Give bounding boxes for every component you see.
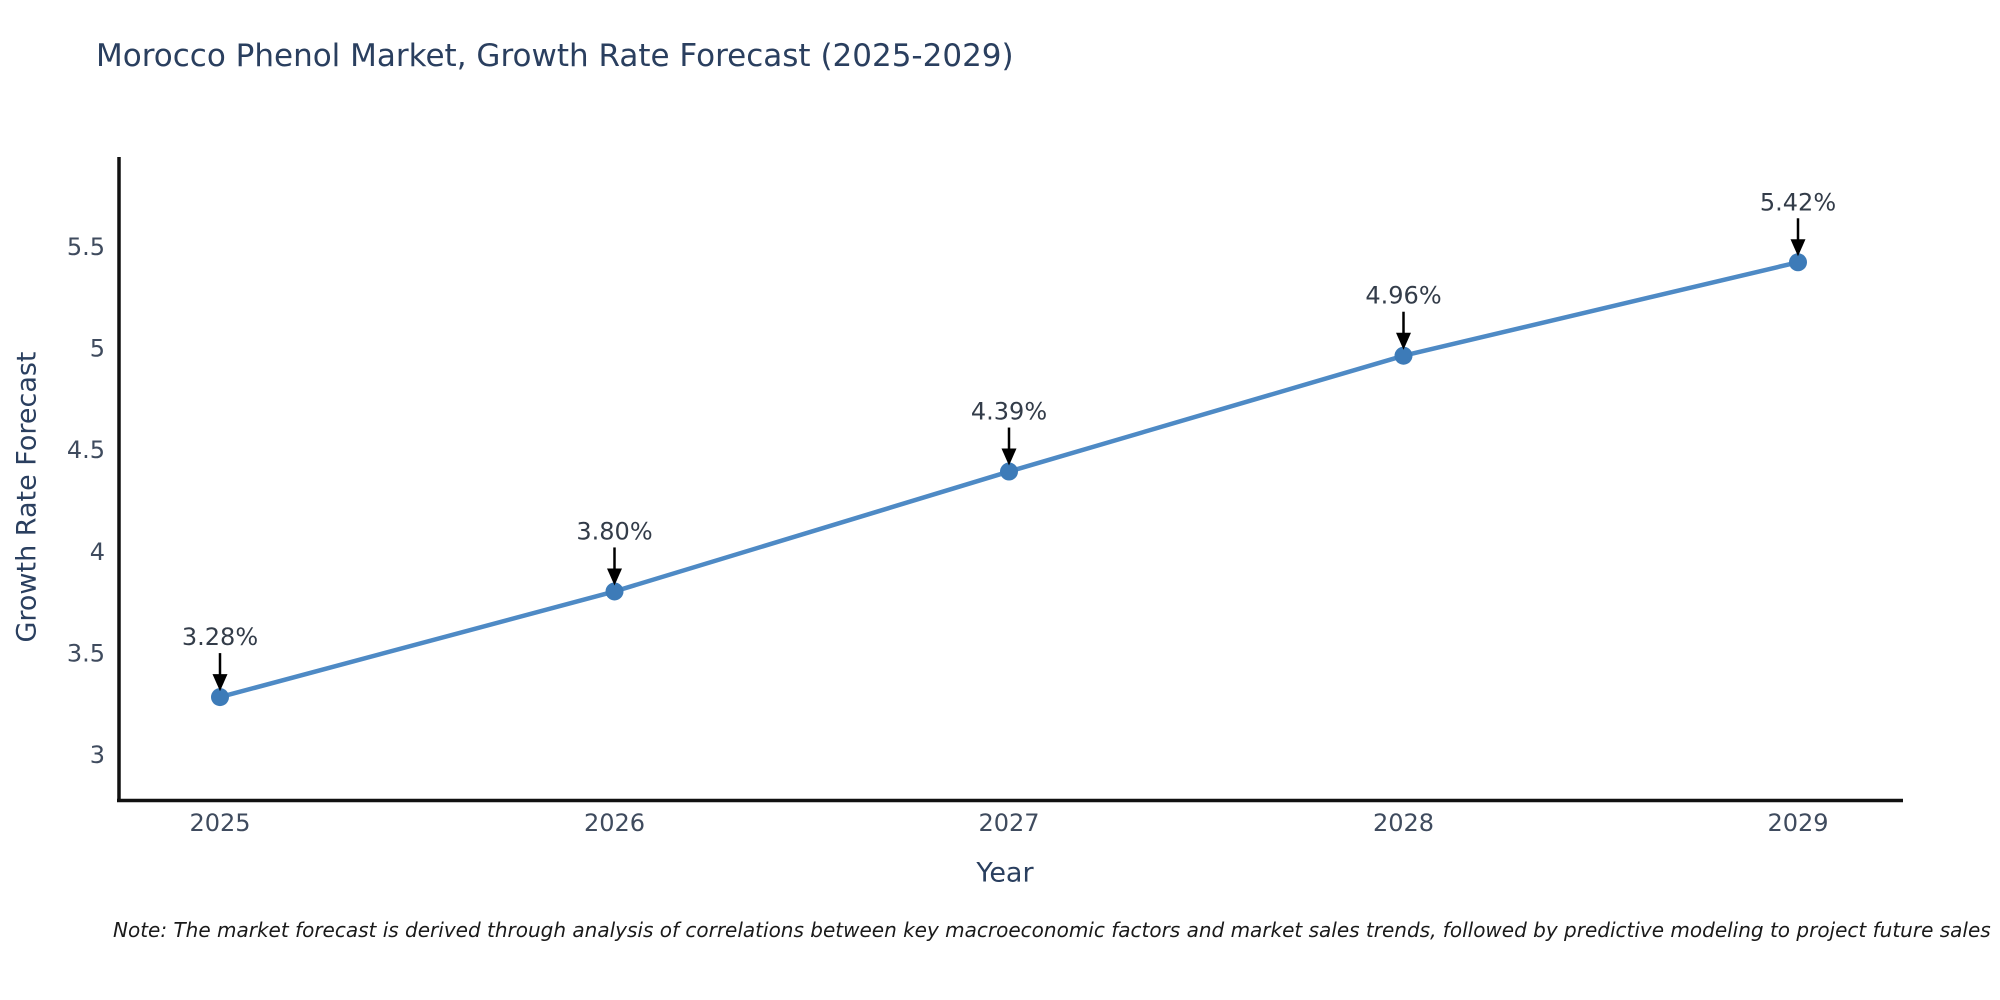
x-tick-label: 2029 [1767,809,1828,837]
annotation-arrow-head [1001,448,1017,466]
data-point-label: 4.96% [1365,282,1441,310]
chart-title: Morocco Phenol Market, Growth Rate Forec… [96,38,1014,74]
data-point [1789,253,1807,272]
y-tick-label: 5 [90,335,105,363]
annotation-arrow-head [1396,332,1411,350]
y-tick-label: 4.5 [67,436,105,464]
footnote: Note: The market forecast is derived thr… [113,918,1991,942]
data-point [605,582,624,601]
x-tick-label: 2028 [1373,809,1434,837]
y-tick-label: 4 [90,538,105,566]
y-axis-title: Growth Rate Forecast [11,351,43,643]
y-tick-label: 3.5 [67,639,105,667]
annotation-arrow-head [212,674,228,692]
data-point-label: 5.42% [1760,188,1836,216]
x-tick-label: 2027 [978,809,1039,837]
annotation-arrow-head [1790,239,1806,257]
x-tick-label: 2025 [189,809,250,837]
data-point [1000,462,1018,481]
data-point-label: 3.28% [182,623,258,651]
annotation-arrow-head [607,568,622,586]
y-tick-label: 3 [90,741,105,769]
data-point [211,688,229,707]
x-tick-label: 2026 [584,809,645,837]
data-point-label: 4.39% [971,398,1047,426]
data-point [1394,346,1413,365]
y-tick-label: 5.5 [67,233,105,261]
data-point-label: 3.80% [576,517,652,545]
x-axis-title: Year [976,857,1034,889]
